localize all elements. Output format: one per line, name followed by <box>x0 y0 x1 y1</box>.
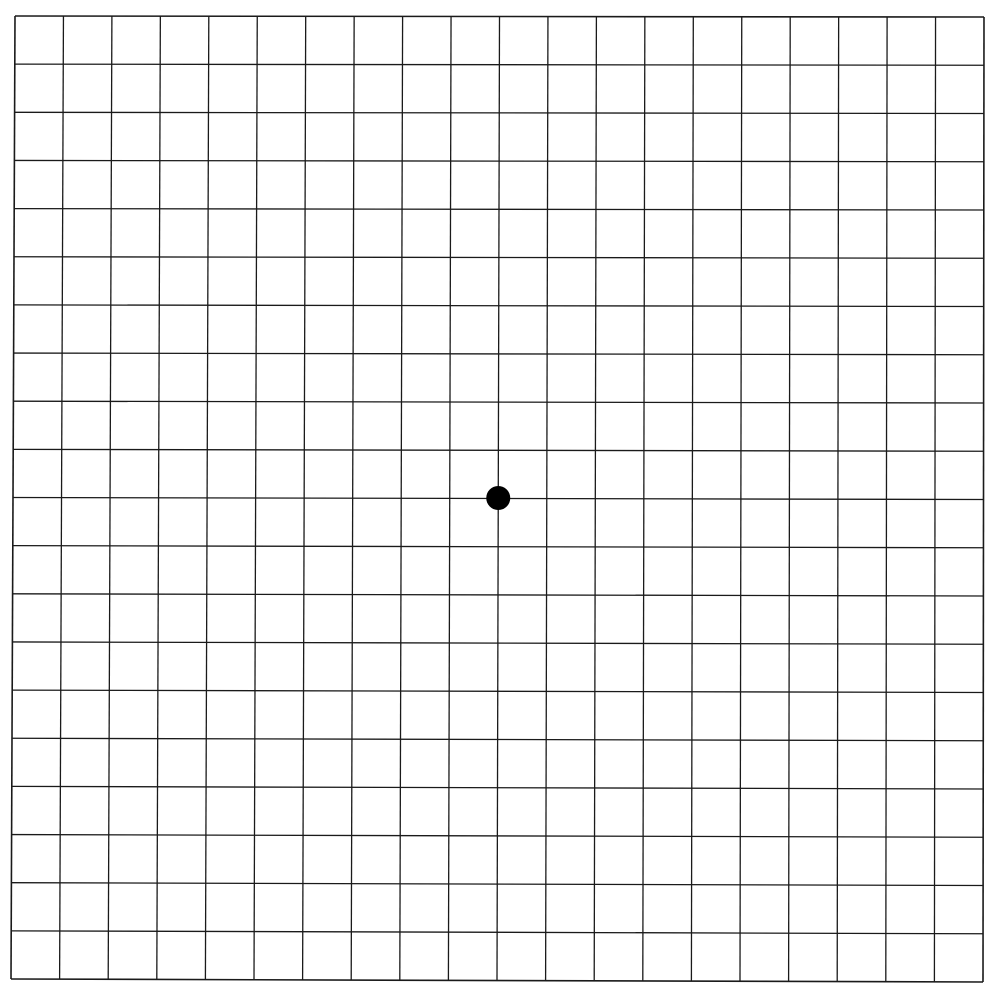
horizontal-line-4 <box>14 207 984 211</box>
horizontal-line-8 <box>13 400 984 404</box>
horizontal-line-14 <box>12 689 984 694</box>
horizontal-line-15 <box>11 737 984 742</box>
horizontal-line-9 <box>13 448 984 452</box>
horizontal-line-7 <box>13 352 984 356</box>
horizontal-line-1 <box>14 63 984 66</box>
horizontal-line-13 <box>12 641 984 645</box>
horizontal-line-6 <box>13 304 984 308</box>
horizontal-line-12 <box>12 593 984 597</box>
horizontal-line-0 <box>14 15 985 18</box>
horizontal-line-11 <box>12 545 984 549</box>
horizontal-line-18 <box>11 882 984 887</box>
horizontal-line-2 <box>14 111 984 115</box>
horizontal-line-5 <box>13 256 984 259</box>
horizontal-line-19 <box>11 930 984 935</box>
horizontal-line-16 <box>11 785 984 790</box>
horizontal-line-20 <box>10 978 984 983</box>
horizontal-line-17 <box>11 833 984 838</box>
fixation-dot <box>486 486 511 510</box>
horizontal-line-3 <box>14 159 984 163</box>
horizontal-lines <box>10 15 985 983</box>
